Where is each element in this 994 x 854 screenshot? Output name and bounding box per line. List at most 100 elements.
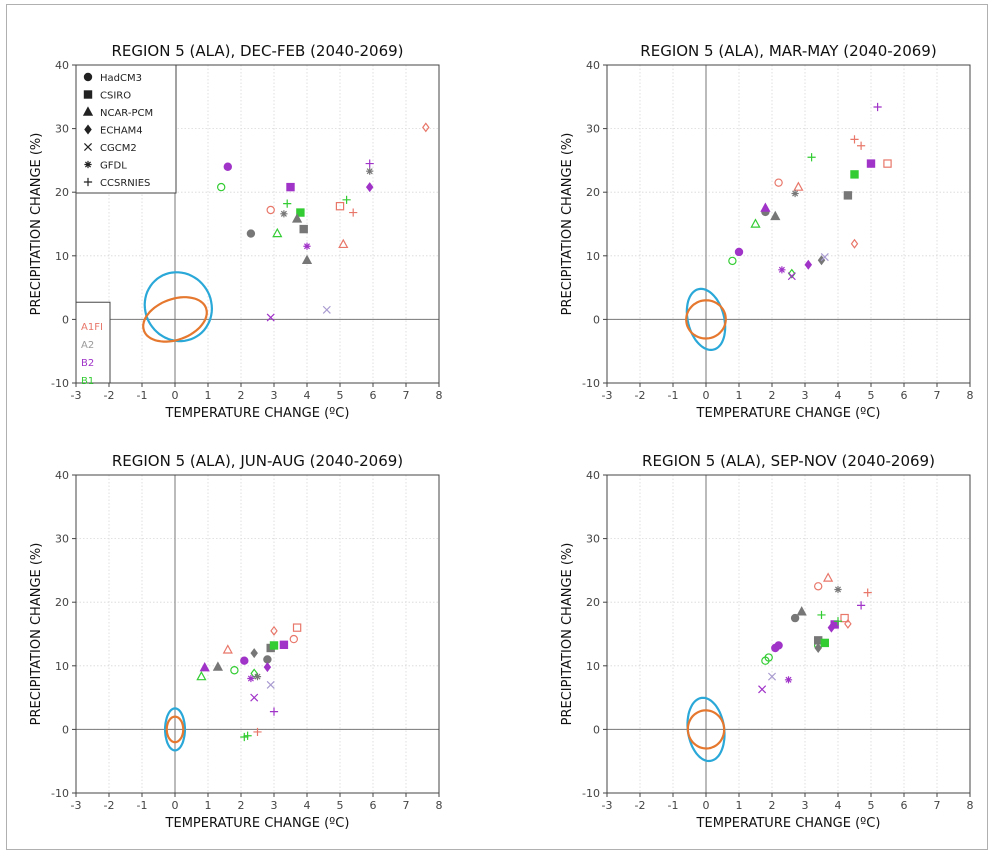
data-point-plus [342,195,351,204]
x-tick-label: 5 [337,799,344,812]
x-tick-label: -2 [104,799,115,812]
data-point-circle [734,247,744,257]
y-tick-label: 30 [55,533,69,546]
data-point-x [266,313,275,322]
x-tick-label: 2 [238,389,245,402]
y-tick-label: 0 [62,723,69,736]
x-tick-label: 3 [271,389,278,402]
plot-area-frame [75,64,440,384]
x-tick-label: 7 [934,389,941,402]
x-tick-label: 0 [703,799,710,812]
x-tick-label: -3 [602,799,613,812]
legend-scenario-label: A2 [81,340,94,351]
data-point-triangle [272,227,283,238]
data-point-x [250,693,259,702]
y-tick-label: 0 [62,313,69,326]
x-tick-label: 5 [868,389,875,402]
data-point-triangle [222,644,233,654]
x-tick-label: 1 [736,799,743,812]
legend-marker-diamond [84,124,92,135]
legend-model-label: CGCM2 [100,143,137,154]
legend-scenario-label: A1FI [81,322,103,333]
x-tick-label: 7 [934,799,941,812]
data-point-x [266,680,275,689]
data-point-plus [833,617,843,626]
data-point-circle [223,162,232,171]
data-point-triangle [196,670,207,681]
x-tick-label: 6 [901,799,908,812]
data-point-square [279,640,289,650]
x-tick-label: 6 [370,799,377,812]
data-point-square [299,224,308,234]
y-tick-label: 20 [55,186,69,199]
data-point-asterisk [366,167,374,175]
data-point-asterisk [247,674,255,683]
legend-model-label: HadCM3 [100,73,142,84]
legend-model-label: NCAR-PCM [100,108,153,119]
uncertainty-ellipse-inner [685,299,727,340]
data-point-diamond [814,642,822,653]
y-tick-label: 30 [586,533,600,546]
data-point-circle [764,653,773,662]
x-tick-label: 5 [868,799,875,812]
x-tick-label: 8 [436,389,443,402]
x-tick-label: 5 [337,389,344,402]
data-point-plus [873,102,882,112]
data-point-plus [365,159,374,168]
data-point-diamond [263,662,272,673]
y-tick-label: 0 [593,313,600,326]
data-point-x [767,672,777,681]
x-tick-label: 6 [370,389,377,402]
legend-model-label: ECHAM4 [100,126,143,137]
y-tick-label: 10 [55,250,69,263]
x-tick-label: 7 [403,799,410,812]
x-tick-label: -2 [635,389,646,402]
data-point-square [296,208,305,217]
legend-marker-x [83,142,93,152]
y-tick-label: 40 [586,469,600,482]
data-point-diamond [365,182,374,193]
data-point-asterisk [834,585,842,594]
x-tick-label: 2 [769,389,776,402]
figure-frame [6,4,988,850]
data-point-circle [230,666,239,675]
data-point-asterisk [253,673,262,681]
data-point-square [850,170,859,179]
data-point-circle [263,655,272,664]
data-point-asterisk [778,266,786,274]
x-tick-label: 6 [901,389,908,402]
y-tick-label: 10 [586,660,600,673]
data-point-diamond [827,622,836,633]
data-point-x [820,253,829,262]
y-tick-label: -10 [51,377,69,390]
data-point-diamond [270,625,278,636]
y-axis-label: PRECIPITATION CHANGE (%) [560,543,575,726]
x-tick-label: -1 [137,389,148,402]
data-point-diamond [844,618,852,629]
plot-area-frame [606,64,971,384]
x-tick-label: -1 [668,389,679,402]
data-point-plus [850,135,859,144]
legend-models-frame [75,64,177,194]
data-point-plus [807,153,816,162]
y-tick-label: 0 [593,723,600,736]
data-point-asterisk [784,676,793,684]
x-tick-label: 1 [205,799,212,812]
data-point-plus [863,588,872,597]
y-tick-label: -10 [582,377,600,390]
data-point-triangle [822,572,834,582]
chart-title: REGION 5 (ALA), SEP-NOV (2040-2069) [642,452,935,470]
data-point-square [269,641,279,650]
data-point-square [286,182,295,192]
data-point-triangle [793,181,804,191]
x-tick-label: 3 [802,799,809,812]
data-point-plus [349,208,358,217]
data-point-circle [790,613,800,623]
data-point-square [335,201,345,211]
y-tick-label: -10 [51,787,69,800]
data-point-diamond [788,268,796,279]
data-point-square [292,623,302,632]
data-point-asterisk [280,210,288,218]
